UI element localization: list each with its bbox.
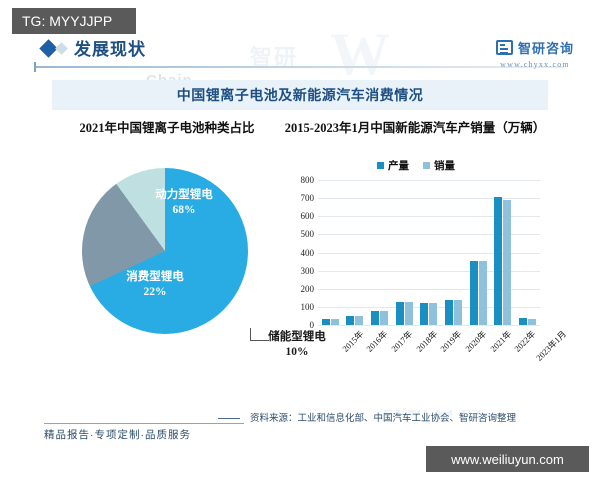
card-title-bar: 中国锂离子电池及新能源汽车消费情况 xyxy=(52,80,548,110)
header-divider xyxy=(36,66,564,68)
bar-group xyxy=(371,180,389,325)
gridline: 800 xyxy=(301,175,540,185)
pie-leader-line xyxy=(250,328,269,341)
bar-production xyxy=(420,302,429,325)
pie-label-storage-value: 10% xyxy=(285,346,309,358)
bar-sales xyxy=(454,300,463,325)
pie-label-power-value: 68% xyxy=(172,204,196,216)
pie-label-power-name: 动力型锂电 xyxy=(155,189,213,201)
bar-chart-legend: 产量 销量 xyxy=(284,158,548,173)
bar-sales xyxy=(380,311,389,325)
bar-group xyxy=(395,180,413,325)
legend-label-production: 产量 xyxy=(388,161,409,172)
bar-production xyxy=(395,301,404,325)
gridline: 400 xyxy=(301,248,540,258)
bar-sales xyxy=(429,303,438,325)
pie-label-storage: 储能型锂电 10% xyxy=(267,330,327,360)
y-axis-tick: 700 xyxy=(300,193,315,204)
bar-series-container xyxy=(318,180,540,325)
diamond-secondary-icon xyxy=(55,42,68,55)
bar-group xyxy=(346,180,364,325)
tg-badge: TG: MYYJJPP xyxy=(12,8,136,34)
gridline: 200 xyxy=(301,284,540,294)
legend-label-sales: 销量 xyxy=(434,161,455,172)
gridline: 600 xyxy=(301,211,540,221)
bar-sales xyxy=(330,319,339,325)
source-text: 资料来源：工业和信息化部、中国汽车工业协会、智研咨询整理 xyxy=(250,414,517,424)
pie-chart: 动力型锂电 68% 消费型锂电 22% 储能型锂电 10% xyxy=(82,168,326,358)
legend-item-production: 产量 xyxy=(377,158,409,173)
pie-slices xyxy=(82,168,248,334)
bar-production xyxy=(321,318,330,325)
header-divider-cap xyxy=(34,62,36,72)
bar-group xyxy=(445,180,463,325)
pie-label-consumer-value: 22% xyxy=(143,286,167,298)
gridline: 700 xyxy=(301,193,540,203)
bar-chart-title: 2015-2023年1月中国新能源汽车产销量（万辆） xyxy=(284,121,546,135)
content-card: 中国锂离子电池及新能源汽车消费情况 2021年中国锂离子电池种类占比 2015-… xyxy=(52,80,569,410)
y-axis-tick: 300 xyxy=(300,265,315,276)
url-badge: www.weiliuyun.com xyxy=(426,446,589,472)
bar-production xyxy=(519,317,528,325)
bar-sales xyxy=(404,302,413,325)
bar-production xyxy=(469,260,478,325)
x-axis-tick: 2023年1月 xyxy=(534,328,569,363)
y-axis-tick: 100 xyxy=(300,301,315,312)
y-axis-tick: 400 xyxy=(300,247,315,258)
y-axis-tick: 200 xyxy=(300,283,315,294)
bar-group xyxy=(469,180,487,325)
bar-sales xyxy=(355,315,364,325)
bar-production xyxy=(445,300,454,325)
bar-production xyxy=(494,197,503,325)
bar-production xyxy=(346,315,355,325)
x-axis-label-slot: 2015年 xyxy=(318,328,365,354)
pie-label-power: 动力型锂电 68% xyxy=(144,188,224,218)
y-axis-tick: 600 xyxy=(300,211,315,222)
x-axis-labels: 2015年 2016年 2017年 2018年 2019年 2020年 2021年 2022年… xyxy=(318,328,569,363)
source-rule xyxy=(218,418,240,419)
pie-chart-title: 2021年中国锂离子电池种类占比 xyxy=(79,121,255,135)
bar-sales xyxy=(478,261,487,325)
y-axis-tick: 0 xyxy=(309,320,315,330)
bar-group xyxy=(494,180,512,325)
bar-sales xyxy=(528,318,537,325)
section-title: 发展现状 xyxy=(74,40,146,59)
gridline: 100 xyxy=(301,302,540,312)
pie-label-consumer-name: 消费型锂电 xyxy=(126,271,184,283)
gridline: 300 xyxy=(301,266,540,276)
gridline: 500 xyxy=(301,229,540,239)
bar-chart-plot-area: 800 700 600 500 400 300 200 100 0 xyxy=(301,175,540,330)
legend-swatch-sales xyxy=(423,162,430,169)
y-axis-tick: 500 xyxy=(300,229,315,240)
bar-group xyxy=(420,180,438,325)
bar-chart: 产量 销量 800 700 600 500 400 300 200 100 0 2015年 201… xyxy=(284,158,569,398)
footer-tagline: 精品报告·专项定制·品质服务 xyxy=(44,429,191,441)
legend-item-sales: 销量 xyxy=(423,158,455,173)
pie-label-consumer: 消费型锂电 22% xyxy=(120,270,190,300)
bar-sales xyxy=(503,200,512,325)
y-axis-tick: 800 xyxy=(300,175,315,185)
brand-logo: 智研咨询 www.chyxx.com xyxy=(495,38,574,69)
footer-divider xyxy=(44,423,244,424)
brand-url: www.chyxx.com xyxy=(500,60,570,69)
bar-production xyxy=(371,310,380,325)
bar-group xyxy=(519,180,537,325)
legend-swatch-production xyxy=(377,162,384,169)
chyxx-logo-icon xyxy=(495,40,513,55)
pie-label-storage-name: 储能型锂电 xyxy=(268,331,326,343)
gridline: 0 xyxy=(310,320,540,330)
brand-name: 智研咨询 xyxy=(517,41,574,56)
bar-group xyxy=(321,180,339,325)
card-title: 中国锂离子电池及新能源汽车消费情况 xyxy=(176,89,424,104)
